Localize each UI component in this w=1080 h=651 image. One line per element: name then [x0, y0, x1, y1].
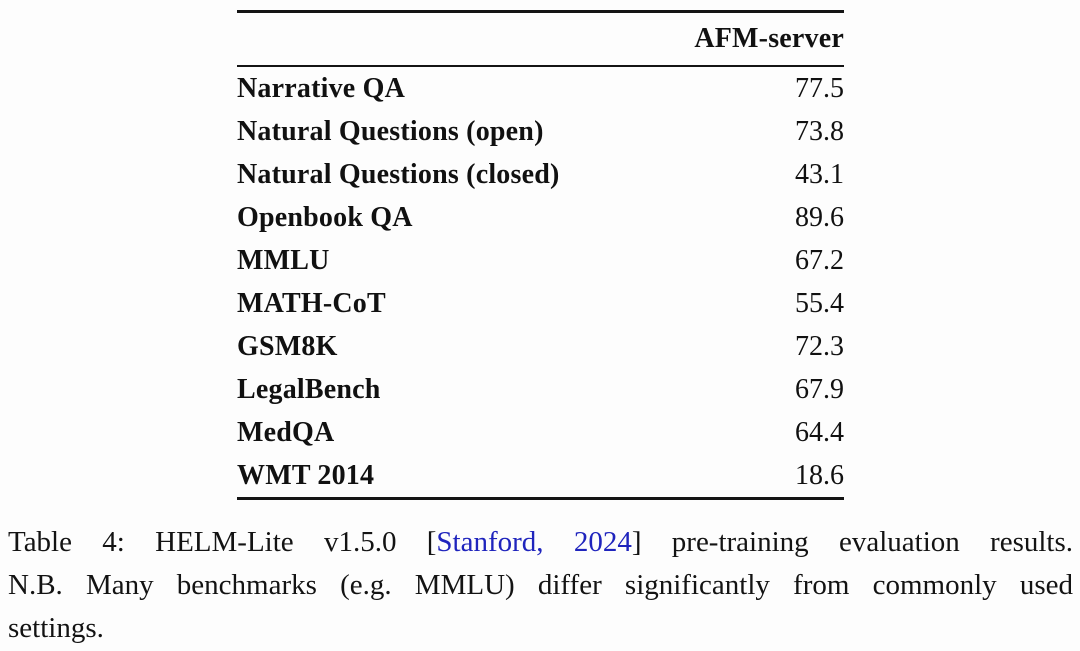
score-value: 55.4: [795, 287, 844, 319]
benchmark-label: MedQA: [237, 416, 335, 448]
caption-line-2: N.B. Many benchmarks (e.g. MMLU) differ …: [8, 569, 1073, 601]
table-top-rule: [237, 10, 844, 13]
benchmark-label: MMLU: [237, 244, 330, 276]
caption-line-1: Table 4: HELM-Lite v1.5.0 [Stanford, 202…: [8, 521, 1073, 564]
table-row: Natural Questions (open) 73.8: [237, 110, 844, 153]
table-header-rule: [237, 65, 844, 67]
helm-lite-results-table: AFM-server Narrative QA 77.5 Natural Que…: [237, 10, 844, 500]
benchmark-label: LegalBench: [237, 373, 381, 405]
table-row: MedQA 64.4: [237, 411, 844, 454]
table-bottom-rule: [237, 497, 844, 500]
score-value: 64.4: [795, 416, 844, 448]
table-row: LegalBench 67.9: [237, 368, 844, 411]
column-header-afm-server: AFM-server: [694, 23, 844, 54]
score-value: 73.8: [795, 115, 844, 147]
table-row: WMT 2014 18.6: [237, 454, 844, 497]
score-value: 89.6: [795, 201, 844, 233]
table-row: GSM8K 72.3: [237, 325, 844, 368]
caption-text-prefix: Table 4: HELM-Lite v1.5.0 [: [8, 526, 437, 558]
score-value: 67.9: [795, 373, 844, 405]
benchmark-label: GSM8K: [237, 330, 338, 362]
table-row: Openbook QA 89.6: [237, 196, 844, 239]
benchmark-label: Narrative QA: [237, 72, 406, 104]
benchmark-label: WMT 2014: [237, 459, 375, 491]
score-value: 72.3: [795, 330, 844, 362]
score-value: 67.2: [795, 244, 844, 276]
stanford-2024-citation-link[interactable]: Stanford, 2024: [436, 526, 632, 558]
benchmark-label: MATH-CoT: [237, 287, 386, 319]
score-value: 43.1: [795, 158, 844, 190]
caption-text-suffix: ] pre-training evaluation results.: [631, 526, 1074, 558]
benchmark-label: Natural Questions (open): [237, 115, 544, 147]
table-row: Natural Questions (closed) 43.1: [237, 153, 844, 196]
score-value: 77.5: [795, 72, 844, 104]
table-row: Narrative QA 77.5: [237, 67, 844, 110]
table-header-row: AFM-server: [237, 13, 844, 65]
score-value: 18.6: [795, 459, 844, 491]
table-caption: Table 4: HELM-Lite v1.5.0 [Stanford, 202…: [8, 521, 1073, 650]
table-row: MMLU 67.2: [237, 239, 844, 282]
table-row: MATH-CoT 55.4: [237, 282, 844, 325]
caption-line-3: settings.: [8, 612, 104, 644]
benchmark-label: Natural Questions (closed): [237, 158, 560, 190]
benchmark-label: Openbook QA: [237, 201, 413, 233]
